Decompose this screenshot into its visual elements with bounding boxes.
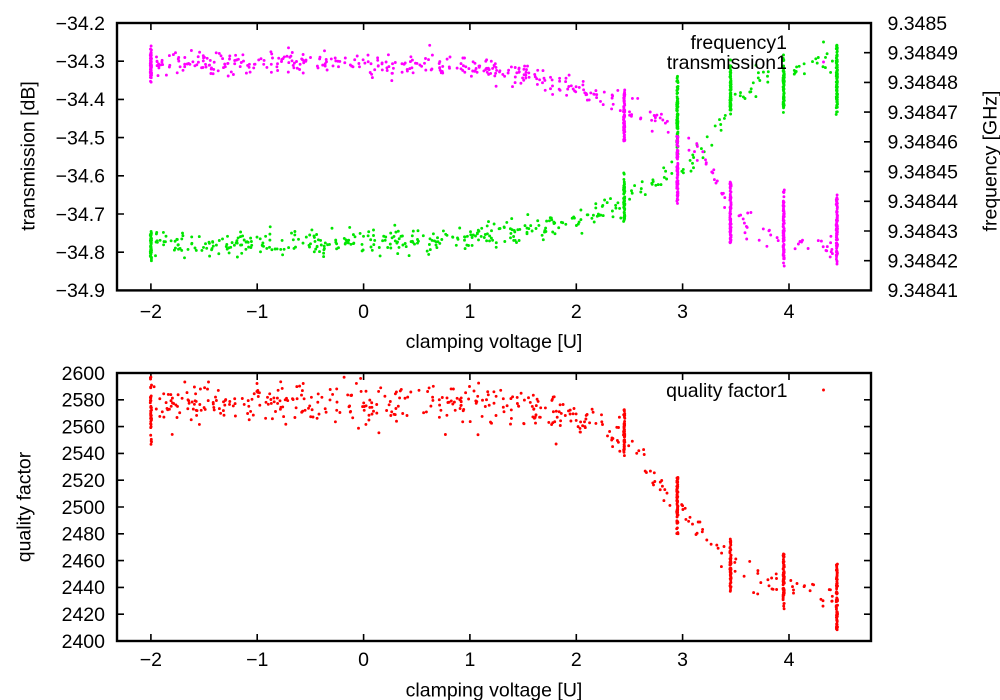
svg-text:clamping voltage [U]: clamping voltage [U]	[406, 680, 583, 700]
svg-text:2440: 2440	[62, 577, 106, 599]
svg-text:−34.2: −34.2	[56, 13, 105, 35]
svg-text:−34.7: −34.7	[56, 204, 105, 226]
svg-text:9.34845: 9.34845	[888, 161, 959, 183]
svg-text:frequency1: frequency1	[691, 32, 787, 54]
svg-text:2500: 2500	[62, 497, 106, 519]
svg-text:3: 3	[677, 301, 688, 323]
svg-text:2: 2	[571, 301, 582, 323]
svg-text:9.34846: 9.34846	[888, 132, 959, 154]
svg-text:quality factor: quality factor	[14, 451, 36, 562]
svg-text:9.34842: 9.34842	[888, 251, 959, 273]
svg-text:−1: −1	[246, 301, 268, 323]
svg-text:−34.5: −34.5	[56, 127, 105, 149]
svg-text:2560: 2560	[62, 416, 106, 438]
svg-text:9.34847: 9.34847	[888, 102, 959, 124]
svg-text:2420: 2420	[62, 604, 106, 626]
svg-text:0: 0	[358, 301, 369, 323]
svg-text:2460: 2460	[62, 550, 106, 572]
svg-text:9.34848: 9.34848	[888, 72, 959, 94]
svg-text:2540: 2540	[62, 443, 106, 465]
svg-text:−34.3: −34.3	[56, 51, 105, 73]
svg-text:−34.4: −34.4	[56, 89, 105, 111]
svg-text:0: 0	[358, 649, 369, 671]
svg-text:quality factor1: quality factor1	[666, 380, 787, 402]
svg-text:2480: 2480	[62, 524, 106, 546]
svg-text:clamping voltage [U]: clamping voltage [U]	[406, 331, 583, 353]
svg-text:2520: 2520	[62, 470, 106, 492]
svg-text:−2: −2	[140, 649, 162, 671]
svg-text:−34.6: −34.6	[56, 166, 105, 188]
svg-text:1: 1	[464, 301, 475, 323]
svg-text:3: 3	[677, 649, 688, 671]
svg-text:frequency [GHz]: frequency [GHz]	[980, 91, 1000, 232]
svg-text:9.34841: 9.34841	[888, 280, 959, 302]
svg-text:9.34844: 9.34844	[888, 191, 959, 213]
svg-text:1: 1	[464, 649, 475, 671]
svg-text:−34.9: −34.9	[56, 280, 105, 302]
svg-text:4: 4	[784, 649, 795, 671]
svg-text:2580: 2580	[62, 390, 106, 412]
svg-text:2400: 2400	[62, 631, 106, 653]
svg-text:2600: 2600	[62, 363, 106, 385]
svg-text:2: 2	[571, 649, 582, 671]
svg-text:−2: −2	[140, 301, 162, 323]
svg-text:−34.8: −34.8	[56, 242, 105, 264]
svg-text:9.34843: 9.34843	[888, 221, 959, 243]
svg-text:9.34849: 9.34849	[888, 43, 959, 65]
svg-text:9.3485: 9.3485	[888, 13, 948, 35]
svg-text:−1: −1	[246, 649, 268, 671]
svg-text:transmission1: transmission1	[667, 52, 787, 74]
svg-text:transmission [dB]: transmission [dB]	[18, 81, 40, 231]
svg-text:4: 4	[784, 301, 795, 323]
